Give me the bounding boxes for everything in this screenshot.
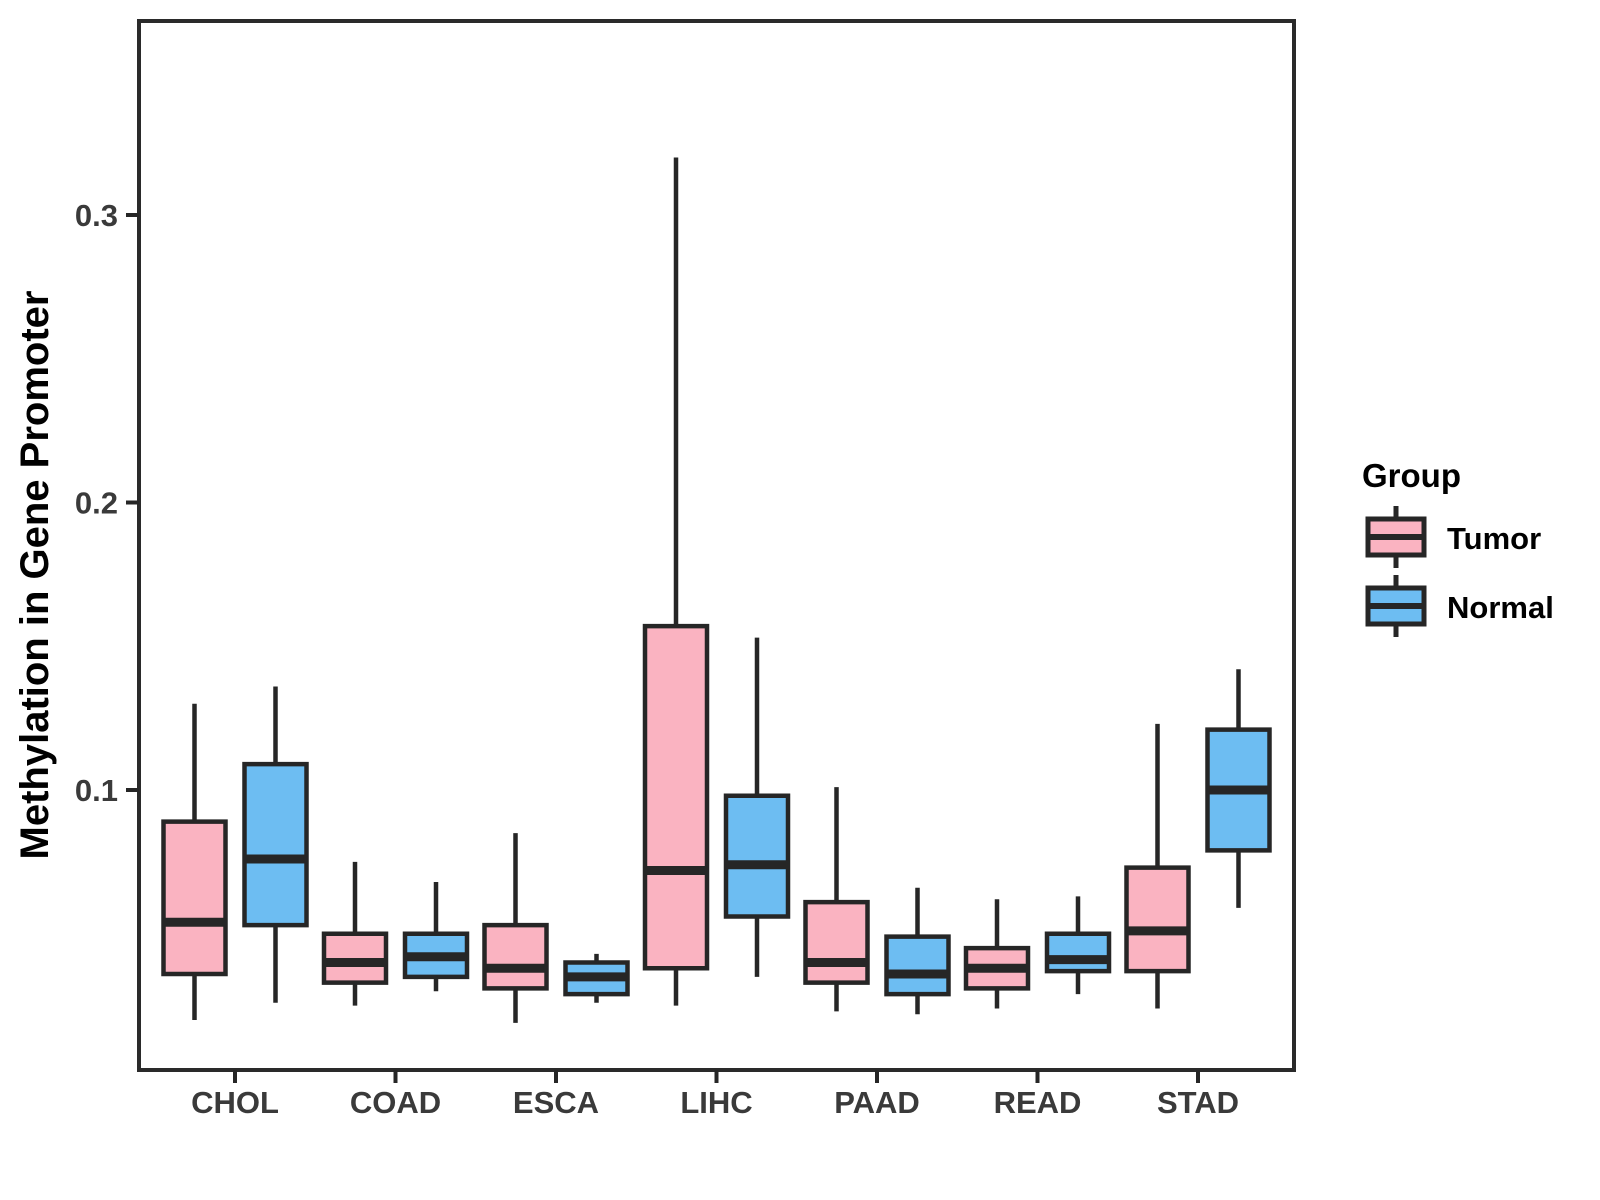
legend-title: Group — [1362, 457, 1461, 494]
boxes-layer — [161, 623, 1272, 997]
x-tick-label-lihc: LIHC — [680, 1085, 752, 1120]
x-axis: CHOL COAD ESCA LIHC PAAD READ STAD — [191, 1070, 1239, 1120]
x-tick-label-coad: COAD — [350, 1085, 441, 1120]
y-axis-title: Methylation in Gene Promoter — [13, 291, 57, 860]
y-axis: 0.1 0.2 0.3 — [75, 198, 139, 808]
x-tick-label-esca: ESCA — [513, 1085, 599, 1120]
legend-key-tumor: Tumor — [1365, 506, 1541, 568]
box-tumor-esca — [482, 922, 549, 991]
box-normal-paad — [884, 934, 951, 997]
legend-key-normal: Normal — [1365, 575, 1554, 637]
legend-label-normal: Normal — [1447, 590, 1554, 625]
y-tick-label-0.1: 0.1 — [75, 773, 118, 808]
box-tumor-stad — [1124, 865, 1191, 974]
y-tick-label-0.2: 0.2 — [75, 486, 118, 521]
x-tick-label-read: READ — [994, 1085, 1082, 1120]
box-normal-lihc — [723, 793, 791, 919]
x-tick-label-paad: PAAD — [834, 1085, 920, 1120]
box-normal-read — [1044, 931, 1112, 974]
x-tick-label-stad: STAD — [1157, 1085, 1239, 1120]
box-tumor-paad — [803, 899, 870, 985]
box-tumor-chol — [161, 819, 228, 977]
box-tumor-lihc — [642, 623, 710, 971]
y-tick-label-0.3: 0.3 — [75, 198, 118, 233]
box-normal-chol — [242, 761, 309, 928]
plot-panel-border — [137, 19, 1296, 1072]
legend: Group Tumor Normal — [1362, 457, 1554, 637]
legend-label-tumor: Tumor — [1447, 521, 1541, 556]
x-tick-label-chol: CHOL — [191, 1085, 279, 1120]
